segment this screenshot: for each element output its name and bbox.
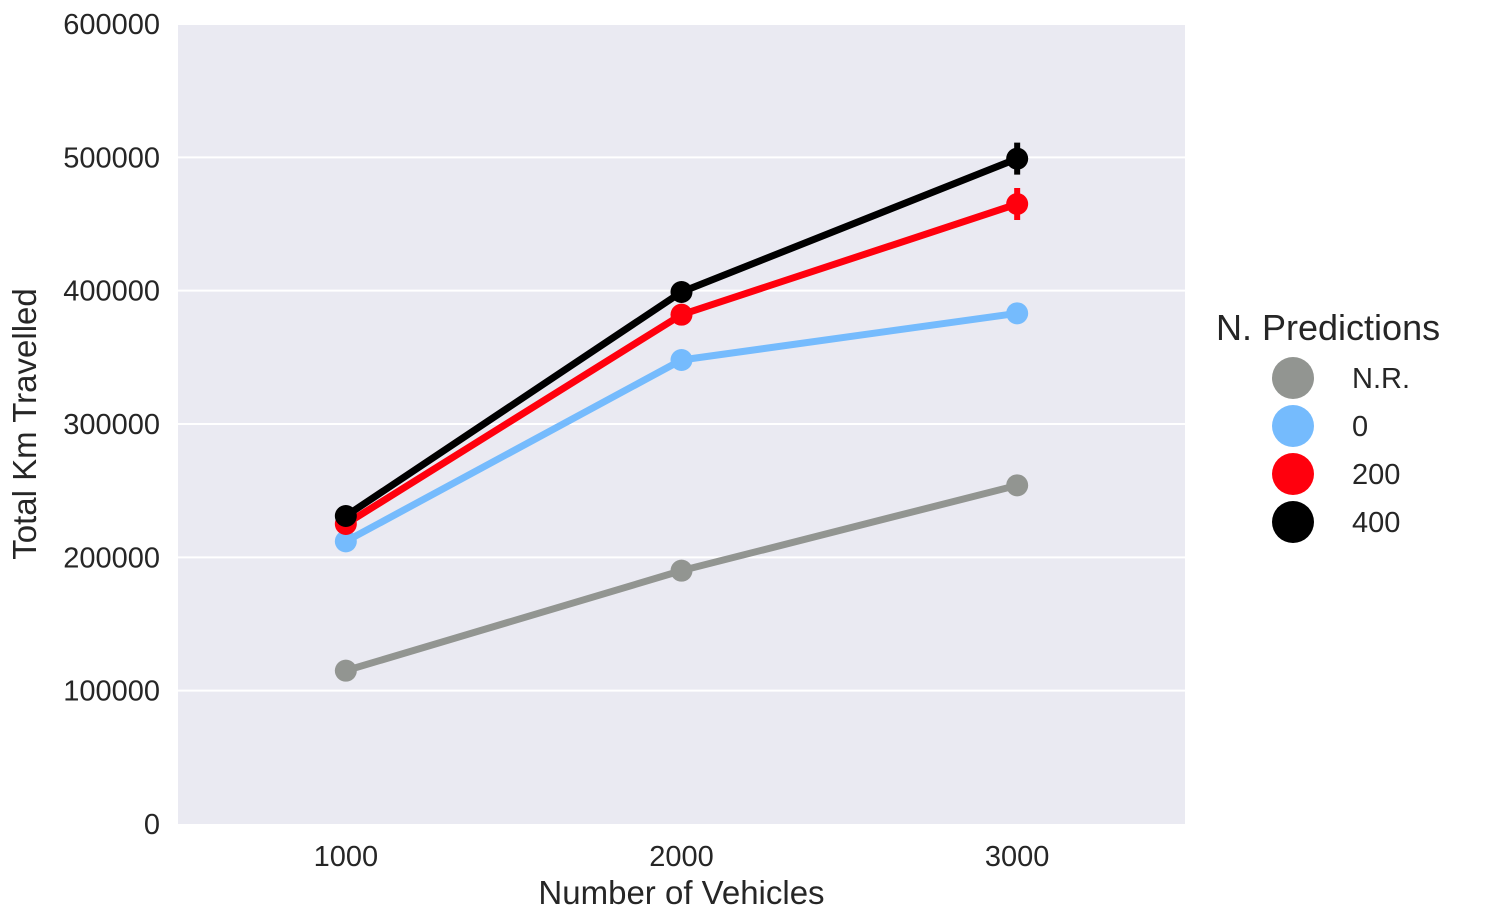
y-tick-label: 400000 [63, 276, 160, 308]
data-point [1006, 474, 1029, 497]
legend-label: 200 [1352, 459, 1400, 491]
x-tick-labels: 1000 2000 3000 [314, 841, 1050, 873]
data-point [670, 303, 693, 326]
data-point [334, 530, 357, 553]
y-tick-label: 0 [144, 809, 160, 841]
legend-title: N. Predictions [1216, 307, 1440, 348]
data-point [334, 659, 357, 682]
series-0 [334, 302, 1029, 553]
x-tick-label: 1000 [314, 841, 379, 873]
x-tick-label: 3000 [985, 841, 1050, 873]
legend-label: 400 [1352, 507, 1400, 539]
legend-marker [1272, 453, 1314, 495]
y-axis-label: Total Km Travelled [6, 288, 43, 559]
y-tick-labels: 0 100000 200000 300000 400000 500000 600000 [63, 9, 160, 841]
data-point [670, 281, 693, 303]
x-axis-label: Number of Vehicles [538, 874, 824, 911]
data-point [1006, 193, 1029, 215]
data-point [670, 559, 693, 582]
y-tick-label: 200000 [63, 542, 160, 574]
data-point [670, 349, 693, 371]
data-point [1006, 147, 1029, 170]
data-point [1006, 302, 1029, 325]
legend-marker [1272, 405, 1314, 447]
legend-label: N.R. [1352, 363, 1410, 395]
y-tick-label: 100000 [63, 676, 160, 708]
series-400 [334, 142, 1029, 527]
x-tick-label: 2000 [649, 841, 714, 873]
legend-marker [1272, 357, 1314, 399]
series-N.R. [334, 474, 1029, 682]
y-tick-label: 600000 [63, 9, 160, 41]
data-point [334, 505, 357, 527]
legend: N. Predictions N.R. 0 200 400 [1216, 307, 1440, 543]
y-tick-label: 500000 [63, 142, 160, 174]
legend-marker [1272, 501, 1314, 543]
series-group [334, 142, 1029, 682]
y-tick-label: 300000 [63, 409, 160, 441]
legend-label: 0 [1352, 411, 1368, 443]
